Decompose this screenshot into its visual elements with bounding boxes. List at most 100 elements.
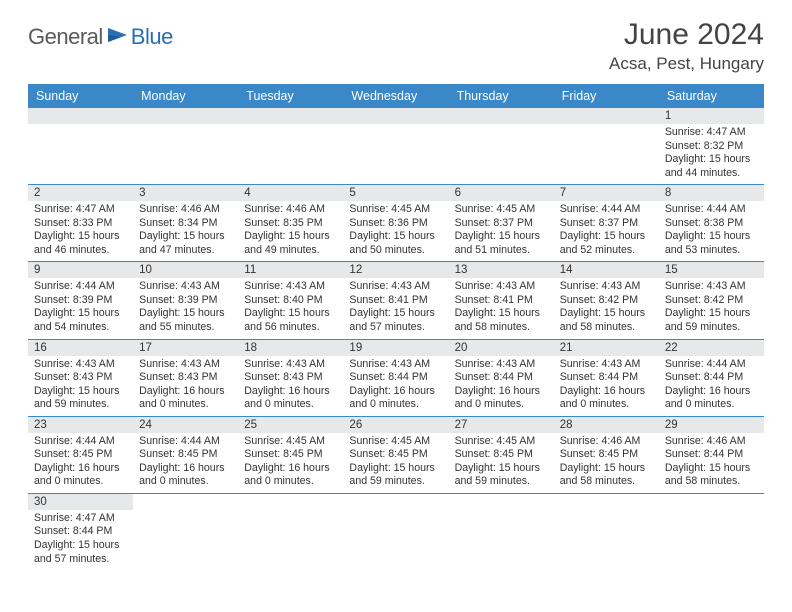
page-title: June 2024 (609, 18, 764, 52)
day-line-dl2: and 57 minutes. (349, 321, 442, 335)
day-line-dl1: Daylight: 15 hours (665, 307, 758, 321)
day-details: Sunrise: 4:44 AMSunset: 8:37 PMDaylight:… (554, 201, 659, 261)
day-line-sr: Sunrise: 4:47 AM (34, 512, 127, 526)
calendar-row: 23Sunrise: 4:44 AMSunset: 8:45 PMDayligh… (28, 416, 764, 493)
day-number: 9 (28, 262, 133, 278)
day-details: Sunrise: 4:45 AMSunset: 8:45 PMDaylight:… (238, 433, 343, 493)
empty-body (133, 124, 238, 176)
day-number: 20 (449, 340, 554, 356)
day-number: 21 (554, 340, 659, 356)
day-line-dl1: Daylight: 16 hours (455, 385, 548, 399)
day-number: 18 (238, 340, 343, 356)
calendar-cell (449, 493, 554, 570)
day-line-ss: Sunset: 8:33 PM (34, 217, 127, 231)
calendar-cell: 5Sunrise: 4:45 AMSunset: 8:36 PMDaylight… (343, 185, 448, 262)
day-line-dl2: and 0 minutes. (349, 398, 442, 412)
day-line-dl2: and 55 minutes. (139, 321, 232, 335)
day-line-sr: Sunrise: 4:44 AM (139, 435, 232, 449)
day-details: Sunrise: 4:45 AMSunset: 8:36 PMDaylight:… (343, 201, 448, 261)
calendar-cell (28, 108, 133, 185)
day-line-ss: Sunset: 8:42 PM (665, 294, 758, 308)
day-number: 13 (449, 262, 554, 278)
empty-daynum (133, 108, 238, 124)
day-line-sr: Sunrise: 4:45 AM (244, 435, 337, 449)
calendar-cell: 11Sunrise: 4:43 AMSunset: 8:40 PMDayligh… (238, 262, 343, 339)
day-line-sr: Sunrise: 4:43 AM (455, 280, 548, 294)
day-line-sr: Sunrise: 4:45 AM (455, 203, 548, 217)
day-details: Sunrise: 4:43 AMSunset: 8:44 PMDaylight:… (343, 356, 448, 416)
calendar-body: 1Sunrise: 4:47 AMSunset: 8:32 PMDaylight… (28, 108, 764, 570)
day-details: Sunrise: 4:44 AMSunset: 8:45 PMDaylight:… (28, 433, 133, 493)
day-line-sr: Sunrise: 4:43 AM (560, 358, 653, 372)
day-details: Sunrise: 4:45 AMSunset: 8:45 PMDaylight:… (449, 433, 554, 493)
day-line-dl1: Daylight: 15 hours (455, 462, 548, 476)
day-line-dl1: Daylight: 15 hours (665, 153, 758, 167)
day-line-sr: Sunrise: 4:44 AM (665, 358, 758, 372)
day-details: Sunrise: 4:44 AMSunset: 8:45 PMDaylight:… (133, 433, 238, 493)
day-number: 1 (659, 108, 764, 124)
day-line-dl1: Daylight: 15 hours (560, 230, 653, 244)
day-line-ss: Sunset: 8:43 PM (34, 371, 127, 385)
weekday-header: Monday (133, 84, 238, 108)
day-line-sr: Sunrise: 4:46 AM (244, 203, 337, 217)
day-line-sr: Sunrise: 4:43 AM (349, 280, 442, 294)
day-number: 14 (554, 262, 659, 278)
calendar-cell (238, 493, 343, 570)
calendar-cell (133, 108, 238, 185)
day-line-dl2: and 58 minutes. (560, 321, 653, 335)
day-line-dl1: Daylight: 15 hours (455, 230, 548, 244)
day-number: 25 (238, 417, 343, 433)
day-details: Sunrise: 4:45 AMSunset: 8:37 PMDaylight:… (449, 201, 554, 261)
day-line-ss: Sunset: 8:45 PM (34, 448, 127, 462)
day-line-dl1: Daylight: 16 hours (665, 385, 758, 399)
day-details: Sunrise: 4:46 AMSunset: 8:34 PMDaylight:… (133, 201, 238, 261)
day-line-ss: Sunset: 8:44 PM (665, 448, 758, 462)
day-number: 24 (133, 417, 238, 433)
day-line-dl2: and 59 minutes. (349, 475, 442, 489)
day-line-dl2: and 59 minutes. (455, 475, 548, 489)
calendar-cell (659, 493, 764, 570)
calendar-cell: 19Sunrise: 4:43 AMSunset: 8:44 PMDayligh… (343, 339, 448, 416)
day-line-sr: Sunrise: 4:44 AM (34, 280, 127, 294)
day-line-ss: Sunset: 8:43 PM (139, 371, 232, 385)
day-line-sr: Sunrise: 4:43 AM (34, 358, 127, 372)
day-line-sr: Sunrise: 4:43 AM (560, 280, 653, 294)
calendar-cell: 17Sunrise: 4:43 AMSunset: 8:43 PMDayligh… (133, 339, 238, 416)
day-line-sr: Sunrise: 4:43 AM (139, 358, 232, 372)
day-number: 26 (343, 417, 448, 433)
day-line-ss: Sunset: 8:34 PM (139, 217, 232, 231)
day-number: 12 (343, 262, 448, 278)
title-block: June 2024 Acsa, Pest, Hungary (609, 18, 764, 74)
brand-part1: General (28, 24, 103, 50)
calendar-cell: 25Sunrise: 4:45 AMSunset: 8:45 PMDayligh… (238, 416, 343, 493)
calendar-cell: 7Sunrise: 4:44 AMSunset: 8:37 PMDaylight… (554, 185, 659, 262)
day-details: Sunrise: 4:47 AMSunset: 8:44 PMDaylight:… (28, 510, 133, 570)
day-line-dl2: and 59 minutes. (34, 398, 127, 412)
day-line-ss: Sunset: 8:40 PM (244, 294, 337, 308)
day-details: Sunrise: 4:44 AMSunset: 8:38 PMDaylight:… (659, 201, 764, 261)
day-line-dl1: Daylight: 15 hours (349, 307, 442, 321)
day-details: Sunrise: 4:43 AMSunset: 8:42 PMDaylight:… (659, 278, 764, 338)
day-line-dl1: Daylight: 15 hours (560, 462, 653, 476)
day-line-sr: Sunrise: 4:43 AM (244, 358, 337, 372)
empty-daynum (343, 108, 448, 124)
day-line-dl1: Daylight: 15 hours (244, 230, 337, 244)
day-line-ss: Sunset: 8:45 PM (244, 448, 337, 462)
day-number: 22 (659, 340, 764, 356)
day-line-sr: Sunrise: 4:43 AM (455, 358, 548, 372)
day-line-ss: Sunset: 8:45 PM (560, 448, 653, 462)
calendar-cell: 18Sunrise: 4:43 AMSunset: 8:43 PMDayligh… (238, 339, 343, 416)
header: General Blue June 2024 Acsa, Pest, Hunga… (28, 18, 764, 74)
weekday-header: Saturday (659, 84, 764, 108)
day-line-dl1: Daylight: 16 hours (244, 462, 337, 476)
day-details: Sunrise: 4:43 AMSunset: 8:43 PMDaylight:… (133, 356, 238, 416)
day-details: Sunrise: 4:43 AMSunset: 8:43 PMDaylight:… (28, 356, 133, 416)
day-line-ss: Sunset: 8:44 PM (349, 371, 442, 385)
empty-body (554, 124, 659, 176)
day-line-dl2: and 0 minutes. (665, 398, 758, 412)
day-number: 17 (133, 340, 238, 356)
day-line-sr: Sunrise: 4:43 AM (665, 280, 758, 294)
empty-body (343, 124, 448, 176)
day-number: 2 (28, 185, 133, 201)
calendar-cell: 9Sunrise: 4:44 AMSunset: 8:39 PMDaylight… (28, 262, 133, 339)
